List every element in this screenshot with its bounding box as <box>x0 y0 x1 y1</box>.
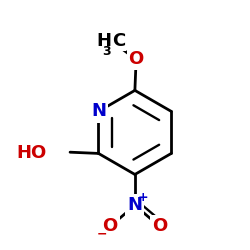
Text: 3: 3 <box>102 46 111 59</box>
Text: HO: HO <box>16 144 46 162</box>
Text: +: + <box>138 191 148 204</box>
Text: O: O <box>128 50 144 68</box>
Text: O: O <box>102 217 118 235</box>
Text: N: N <box>128 196 142 214</box>
Text: N: N <box>91 102 106 120</box>
Text: −: − <box>97 227 107 240</box>
Text: C: C <box>112 32 125 50</box>
Text: H: H <box>96 32 112 50</box>
Text: O: O <box>152 217 167 235</box>
